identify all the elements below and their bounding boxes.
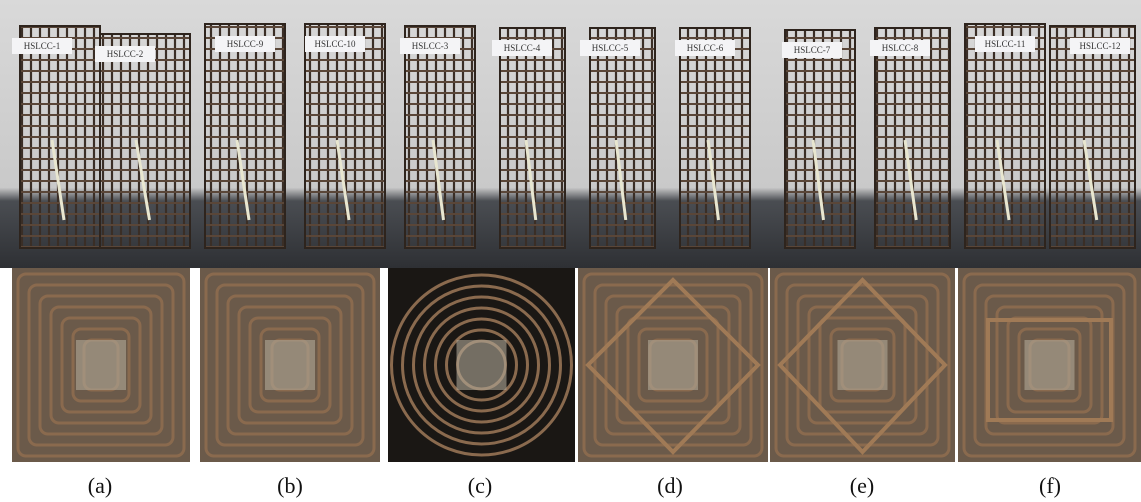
- cage-label: HSLCC-4: [504, 43, 541, 53]
- core: [76, 340, 126, 390]
- rebar-cage: [205, 24, 285, 248]
- cage-label: HSLCC-3: [412, 41, 449, 51]
- rebar-cage: [680, 28, 750, 248]
- cage-label: HSLCC-9: [227, 39, 264, 49]
- core: [1025, 340, 1075, 390]
- caption: (f): [1039, 473, 1061, 498]
- cage-label: HSLCC-8: [882, 43, 919, 53]
- caption: (a): [88, 473, 112, 498]
- rebar-cage: [965, 24, 1045, 248]
- rebar-cage: [875, 28, 950, 248]
- rebar-cage: [100, 34, 190, 248]
- caption: (e): [850, 473, 874, 498]
- cage-label: HSLCC-7: [794, 45, 831, 55]
- caption: (b): [277, 473, 303, 498]
- cage-label: HSLCC-5: [592, 43, 629, 53]
- cage-label: HSLCC-11: [985, 39, 1026, 49]
- core: [457, 340, 507, 390]
- rebar-cage: [590, 28, 655, 248]
- cage-label: HSLCC-10: [314, 39, 356, 49]
- rebar-cage: [405, 26, 475, 248]
- rebar-cage: [500, 28, 565, 248]
- caption: (d): [657, 473, 683, 498]
- core: [648, 340, 698, 390]
- figure: HSLCC-1 HSLCC-2 HSLCC-9 HSLCC-10 HSLCC-3 HSLC…: [0, 0, 1141, 502]
- core: [838, 340, 888, 390]
- core: [265, 340, 315, 390]
- rebar-cage: [305, 24, 385, 248]
- cage-label: HSLCC-12: [1079, 41, 1120, 51]
- rebar-cage: [785, 30, 855, 248]
- caption: (c): [468, 473, 492, 498]
- cage-label: HSLCC-2: [107, 49, 144, 59]
- rebar-cage: [1050, 26, 1135, 248]
- rebar-cage: [20, 26, 100, 248]
- cage-label: HSLCC-6: [687, 43, 724, 53]
- cage-label: HSLCC-1: [24, 41, 61, 51]
